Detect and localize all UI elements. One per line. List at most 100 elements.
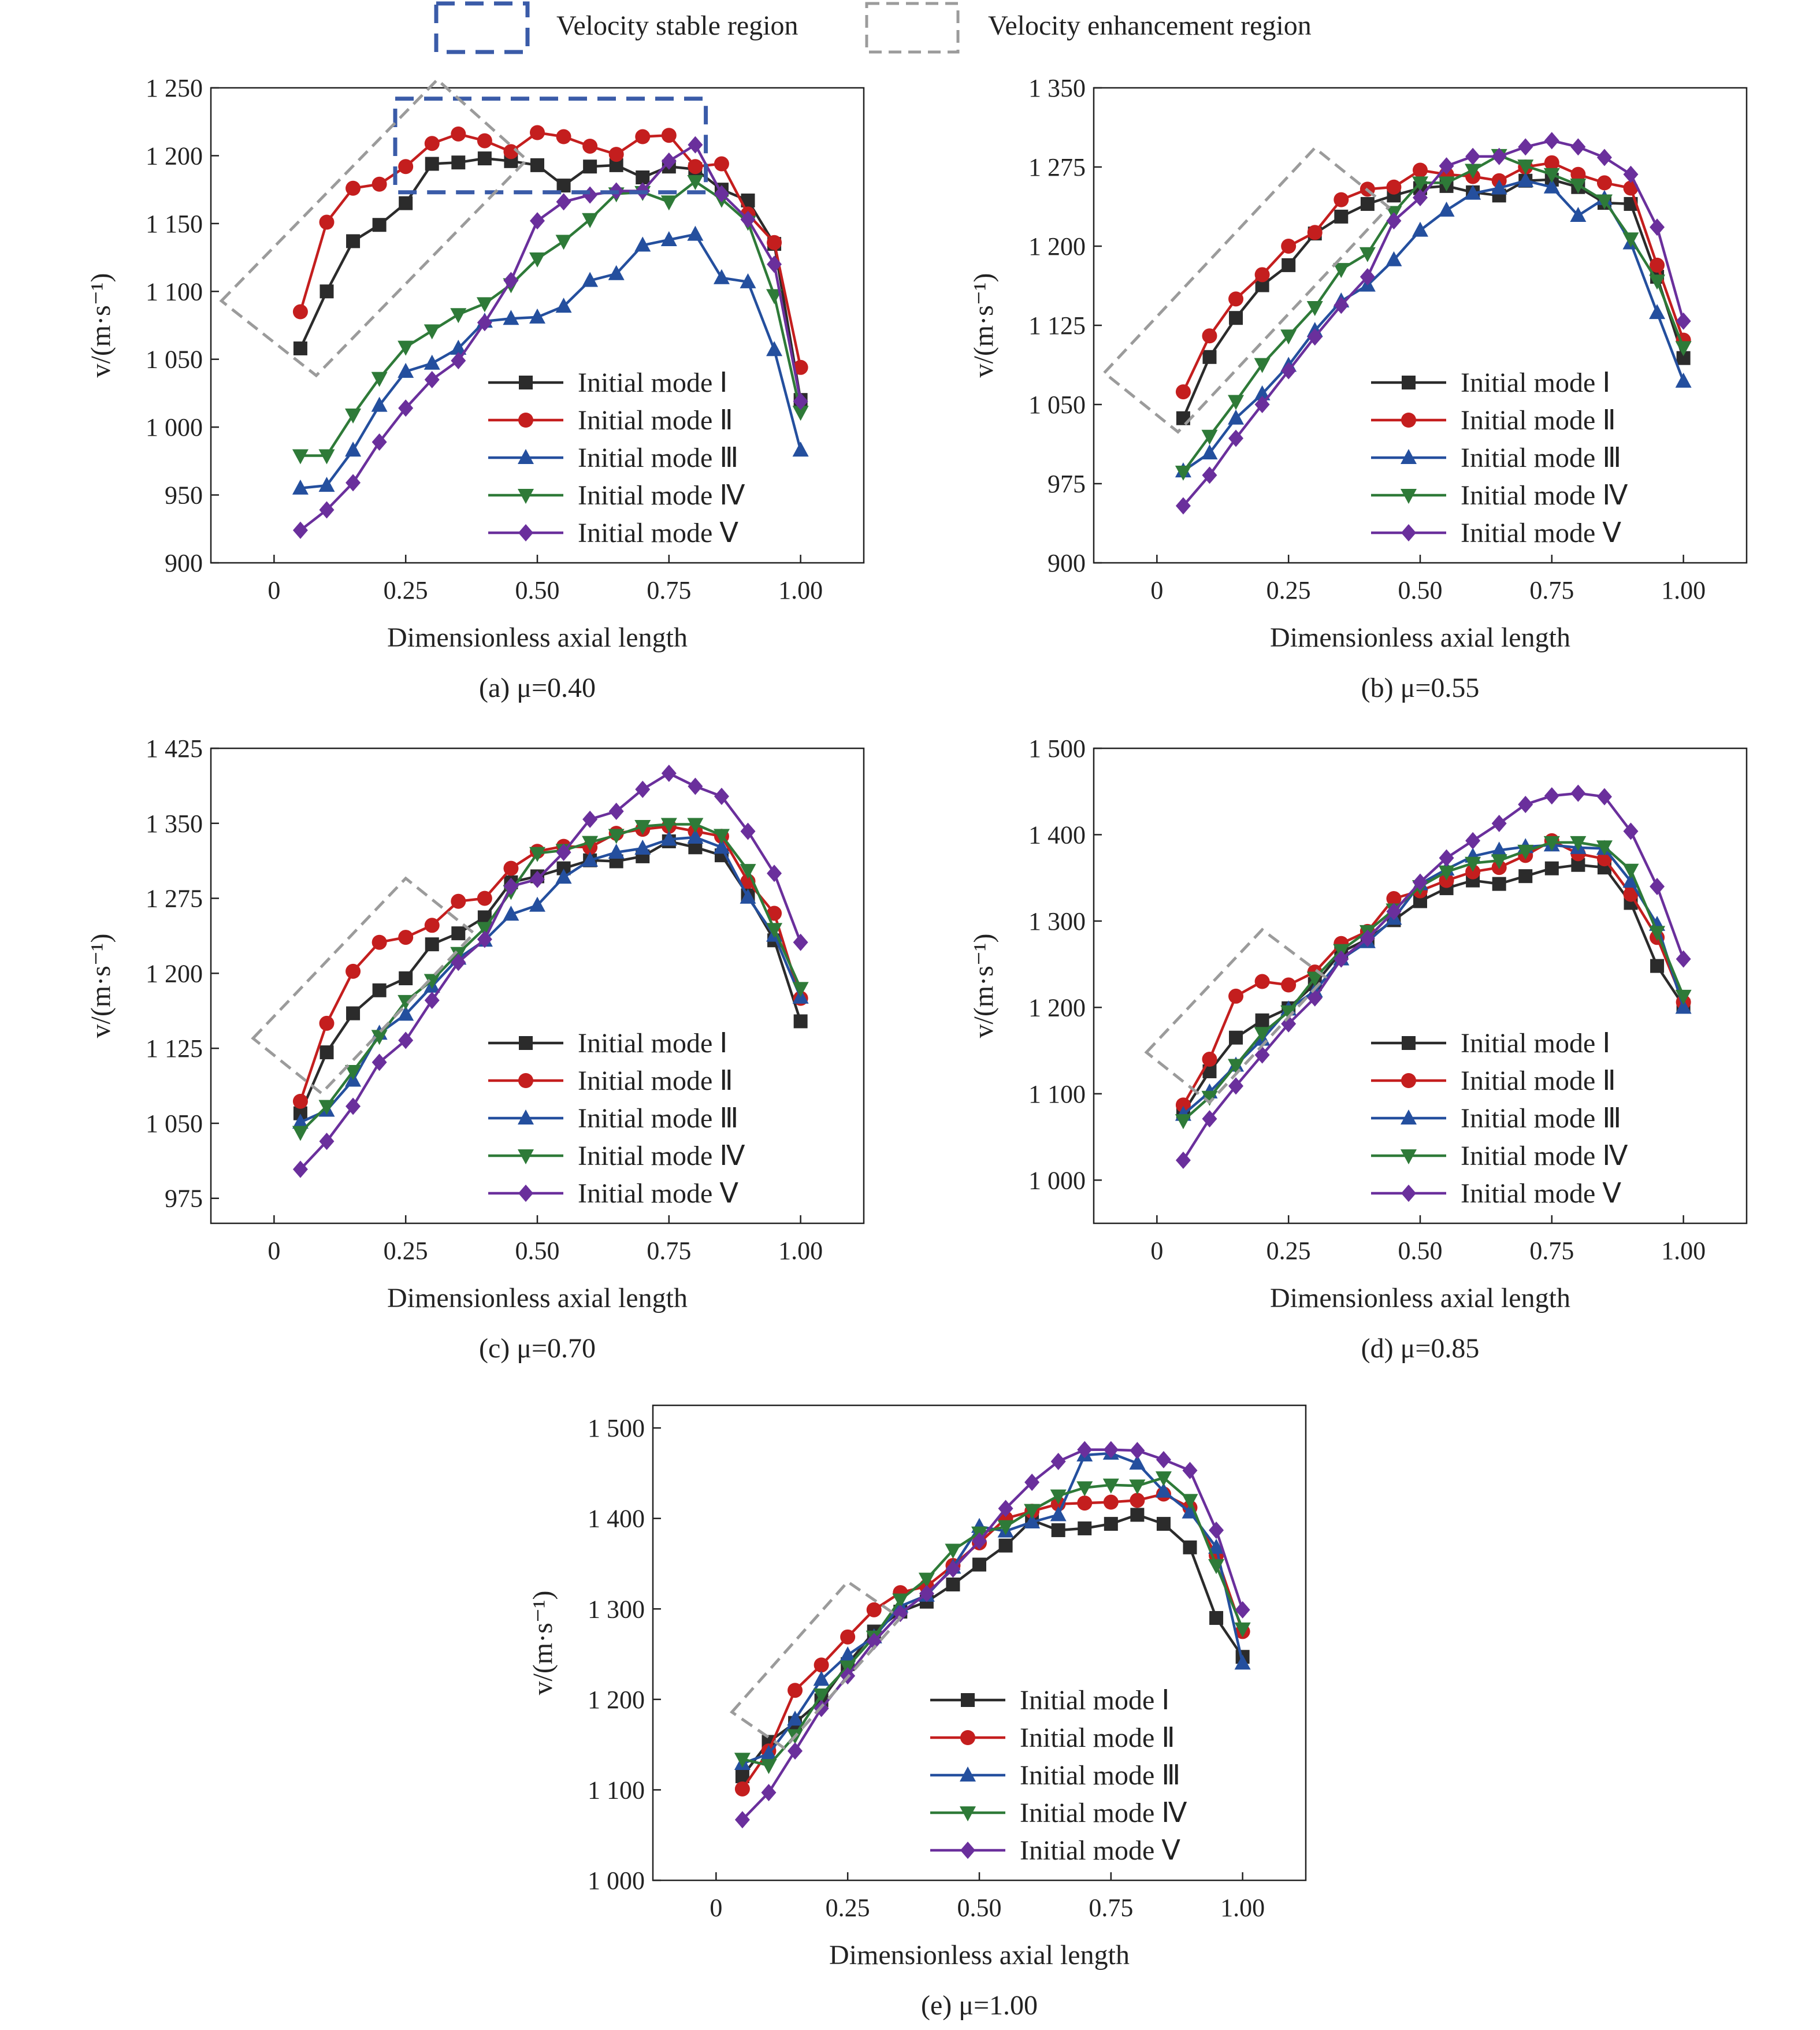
- data-point: [372, 218, 387, 232]
- x-axis-title: Dimensionless axial length: [387, 622, 688, 653]
- data-point: [661, 152, 677, 170]
- data-point: [398, 362, 414, 378]
- legend-label: Initial mode Ⅴ: [578, 1178, 738, 1209]
- data-point: [892, 1593, 909, 1609]
- data-point: [1254, 358, 1271, 373]
- data-point: [424, 918, 440, 933]
- y-tick-label: 1 125: [146, 1034, 203, 1063]
- data-point: [1650, 959, 1665, 973]
- legend-label: Initial mode Ⅳ: [1461, 480, 1628, 511]
- data-point: [1543, 178, 1560, 194]
- velocity-enhancement-region: [1144, 927, 1328, 1105]
- panel-caption: (d) μ=0.85: [1361, 1333, 1480, 1364]
- data-point: [1596, 840, 1613, 856]
- data-point: [1051, 1523, 1065, 1538]
- data-point: [687, 829, 704, 844]
- legend: Initial mode Ⅰ Initial mode Ⅱ Initial mode…: [488, 368, 745, 548]
- x-tick-label: 0.50: [515, 576, 560, 604]
- data-point: [556, 193, 571, 211]
- x-axis-title: Dimensionless axial length: [829, 1940, 1130, 1970]
- legend: Initial mode Ⅰ Initial mode Ⅱ Initial mode…: [1371, 1028, 1628, 1209]
- data-point: [1076, 1481, 1093, 1497]
- x-tick-label: 0.50: [1398, 576, 1443, 604]
- data-point: [1307, 989, 1323, 1007]
- y-tick-label: 1 500: [1028, 734, 1086, 763]
- legend-label: Initial mode Ⅲ: [1020, 1760, 1180, 1791]
- data-point: [292, 1126, 309, 1141]
- data-point: [998, 1538, 1013, 1553]
- data-point: [1129, 1479, 1146, 1495]
- data-point: [319, 214, 335, 230]
- data-point: [1412, 221, 1428, 237]
- data-point: [1676, 312, 1691, 330]
- data-point: [919, 1584, 934, 1602]
- data-point: [424, 354, 440, 370]
- data-point: [1623, 165, 1639, 183]
- data-point: [761, 1784, 777, 1802]
- data-point: [1202, 1052, 1217, 1067]
- velocity-enhancement-legend-label: Velocity enhancement region: [988, 10, 1312, 41]
- x-tick-label: 0.75: [647, 576, 691, 604]
- data-point: [1675, 989, 1692, 1005]
- data-point: [1491, 815, 1507, 833]
- data-point: [582, 138, 598, 154]
- y-axis-title: v/(m·s⁻¹): [968, 273, 999, 377]
- data-point: [503, 905, 519, 921]
- data-point: [372, 1053, 387, 1071]
- data-point: [450, 339, 467, 355]
- data-point: [1024, 1513, 1041, 1528]
- data-point: [582, 851, 599, 867]
- data-point: [1518, 138, 1533, 156]
- legend-label: Initial mode Ⅰ: [578, 368, 727, 398]
- data-point: [813, 1688, 830, 1704]
- data-point: [371, 396, 388, 412]
- data-point: [1182, 1494, 1198, 1509]
- data-point: [556, 129, 571, 144]
- data-point: [661, 128, 677, 143]
- data-point: [529, 308, 545, 324]
- data-point: [477, 133, 492, 149]
- data-point: [660, 231, 677, 247]
- data-point: [1650, 257, 1665, 273]
- data-point: [1209, 1521, 1224, 1539]
- data-point: [1543, 168, 1560, 183]
- data-point: [292, 1093, 308, 1109]
- legend-label: Initial mode Ⅲ: [578, 1103, 738, 1134]
- legend-label: Initial mode Ⅰ: [578, 1028, 727, 1059]
- data-point: [346, 1097, 361, 1115]
- data-point: [1102, 1478, 1119, 1494]
- data-point: [372, 934, 387, 950]
- data-point: [1544, 132, 1559, 150]
- data-point: [1130, 1508, 1145, 1522]
- data-point: [1622, 863, 1639, 879]
- plot-frame: [652, 1404, 1307, 1881]
- data-point: [1412, 176, 1428, 192]
- data-point: [1104, 1517, 1118, 1531]
- x-tick-label: 1.00: [1661, 576, 1706, 604]
- x-tick-label: 0.50: [515, 1237, 560, 1265]
- data-point: [1235, 1601, 1250, 1619]
- y-axis-title: v/(m·s⁻¹): [86, 933, 116, 1038]
- data-point: [767, 235, 782, 250]
- plot-frame: [1093, 747, 1748, 1224]
- data-point: [555, 298, 572, 313]
- data-point: [1334, 209, 1349, 224]
- data-point: [1360, 196, 1375, 211]
- data-point: [1182, 1461, 1198, 1479]
- data-point: [866, 1632, 882, 1650]
- data-point: [793, 359, 808, 375]
- data-point: [556, 179, 571, 193]
- velocity-enhancement-region: [219, 77, 529, 378]
- data-point: [1360, 929, 1375, 947]
- data-point: [372, 433, 387, 451]
- data-point: [398, 159, 414, 175]
- legend-marker: [1401, 1073, 1416, 1088]
- series-5: [292, 765, 808, 1178]
- data-point: [1596, 149, 1612, 166]
- data-point: [840, 1629, 856, 1645]
- data-point: [1254, 396, 1270, 413]
- data-point: [1596, 788, 1612, 806]
- data-point: [1518, 796, 1533, 814]
- data-point: [945, 1543, 961, 1559]
- data-point: [1077, 1495, 1093, 1511]
